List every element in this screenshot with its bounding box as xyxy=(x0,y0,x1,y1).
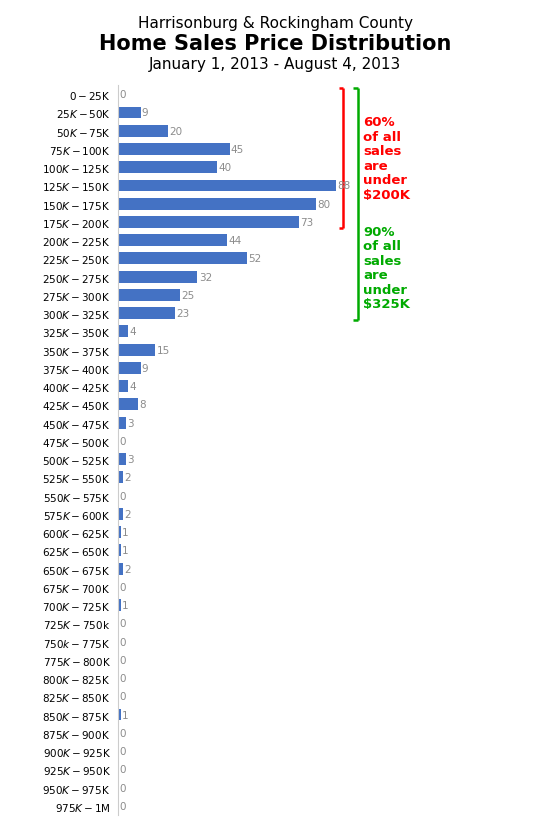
Text: 0: 0 xyxy=(120,582,127,592)
Text: 2: 2 xyxy=(124,564,131,574)
Text: 1: 1 xyxy=(122,545,129,555)
Text: 0: 0 xyxy=(120,90,127,100)
Bar xyxy=(118,217,299,229)
Text: 1: 1 xyxy=(122,710,129,720)
Bar xyxy=(118,708,121,721)
Bar xyxy=(118,363,141,374)
Text: 88: 88 xyxy=(337,181,350,191)
Bar xyxy=(118,253,247,265)
Text: 0: 0 xyxy=(120,491,127,501)
Text: Harrisonburg & Rockingham County: Harrisonburg & Rockingham County xyxy=(138,16,412,31)
Bar xyxy=(118,144,230,156)
Text: 4: 4 xyxy=(129,327,136,337)
Bar xyxy=(118,381,128,392)
Bar xyxy=(118,198,316,210)
Text: 80: 80 xyxy=(317,200,331,210)
Text: 0: 0 xyxy=(120,746,127,756)
Bar xyxy=(118,125,168,138)
Text: 0: 0 xyxy=(120,783,127,793)
Bar xyxy=(118,545,121,557)
Text: 1: 1 xyxy=(122,600,129,610)
Text: 32: 32 xyxy=(199,273,212,283)
Bar xyxy=(118,308,175,319)
Text: 52: 52 xyxy=(248,254,261,264)
Bar xyxy=(118,344,155,356)
Text: 0: 0 xyxy=(120,618,127,628)
Text: 9: 9 xyxy=(142,108,148,118)
Bar xyxy=(118,326,128,338)
Text: 0: 0 xyxy=(120,764,127,774)
Bar xyxy=(118,527,121,538)
Bar xyxy=(118,417,125,429)
Bar xyxy=(118,107,141,120)
Text: 44: 44 xyxy=(228,236,241,246)
Text: 9: 9 xyxy=(142,364,148,373)
Text: 90%
of all
sales
are
under
$325K: 90% of all sales are under $325K xyxy=(363,225,410,311)
Text: 1: 1 xyxy=(122,527,129,537)
Bar xyxy=(118,290,180,301)
Text: 3: 3 xyxy=(127,419,134,428)
Text: 0: 0 xyxy=(120,691,127,701)
Text: 0: 0 xyxy=(120,655,127,665)
Bar xyxy=(118,399,138,411)
Bar xyxy=(118,454,125,465)
Bar xyxy=(118,472,123,484)
Bar xyxy=(118,600,121,611)
Text: 15: 15 xyxy=(157,346,170,355)
Bar xyxy=(118,271,197,283)
Text: 4: 4 xyxy=(129,382,136,391)
Text: 3: 3 xyxy=(127,455,134,464)
Text: 8: 8 xyxy=(139,400,146,410)
Text: 60%
of all
sales
are
under
$200K: 60% of all sales are under $200K xyxy=(363,116,410,201)
Text: 40: 40 xyxy=(218,163,232,173)
Bar xyxy=(118,180,336,192)
Text: 23: 23 xyxy=(177,309,190,319)
Bar xyxy=(118,162,217,174)
Bar xyxy=(118,235,227,247)
Text: 0: 0 xyxy=(120,801,127,811)
Bar xyxy=(118,509,123,520)
Text: 2: 2 xyxy=(124,509,131,519)
Text: 2: 2 xyxy=(124,473,131,482)
Text: Home Sales Price Distribution: Home Sales Price Distribution xyxy=(99,34,451,54)
Text: 0: 0 xyxy=(120,437,127,446)
Text: 0: 0 xyxy=(120,637,127,647)
Text: January 1, 2013 - August 4, 2013: January 1, 2013 - August 4, 2013 xyxy=(149,57,401,71)
Text: 20: 20 xyxy=(169,127,182,137)
Text: 45: 45 xyxy=(231,145,244,155)
Text: 0: 0 xyxy=(120,728,127,738)
Text: 0: 0 xyxy=(120,673,127,683)
Bar xyxy=(118,563,123,575)
Text: 73: 73 xyxy=(300,218,313,228)
Text: 25: 25 xyxy=(182,291,195,301)
